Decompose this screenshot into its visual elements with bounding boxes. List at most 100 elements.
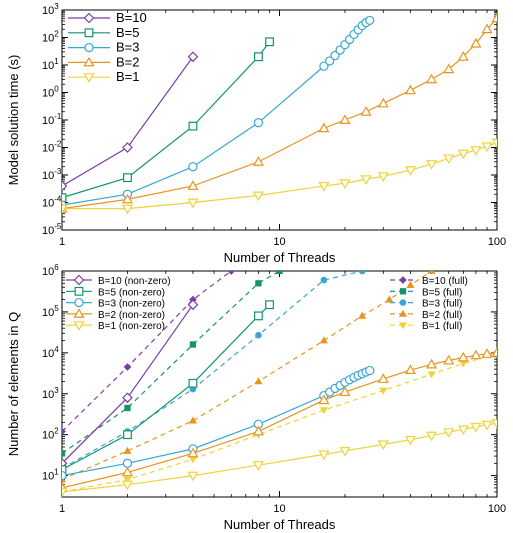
legend-label: B=1 (full) [422, 321, 462, 332]
legend-label: B=3 [116, 40, 140, 55]
data-point [318, 181, 330, 192]
y-tick-exponent: 4 [54, 345, 59, 354]
legend-marker [84, 28, 94, 38]
data-point [123, 173, 132, 183]
y-tick-base: 10 [42, 143, 54, 155]
data-point [443, 154, 455, 165]
data-point [481, 142, 493, 153]
data-point [62, 487, 68, 497]
y-tick-label: 102 [42, 427, 59, 442]
data-point [339, 446, 351, 457]
legend-marker [74, 297, 84, 308]
data-point [188, 378, 198, 388]
data-point [425, 358, 438, 369]
legend-marker [399, 299, 407, 306]
data-point [339, 179, 351, 189]
data-point [121, 466, 134, 477]
data-point [481, 420, 493, 431]
data-point [404, 435, 416, 446]
y-tick-label: 10-2 [42, 140, 62, 155]
data-point [255, 331, 262, 339]
legend-label: B=3 (non-zero) [98, 299, 165, 310]
y-tick-label: 106 [42, 263, 59, 278]
y-tick-base: 10 [42, 5, 54, 17]
data-point [122, 392, 133, 404]
data-point [459, 360, 468, 368]
data-point [255, 280, 262, 287]
data-point [358, 271, 366, 275]
data-point [123, 363, 132, 371]
y-tick-exponent: 6 [54, 263, 59, 272]
legend-label: B=5 [116, 25, 140, 40]
legend-marker [73, 274, 85, 286]
x-tick-label: 1 [59, 236, 65, 248]
y-tick-label: 103 [42, 386, 59, 401]
data-point [121, 193, 134, 204]
legend-marker [84, 42, 94, 53]
data-point [318, 450, 330, 461]
data-point [425, 160, 438, 170]
y-tick-base: 10 [42, 88, 54, 100]
y-tick-label: 104 [42, 345, 59, 360]
data-point [253, 118, 264, 128]
data-point [470, 422, 482, 433]
x-axis-label: Number of Threads [224, 517, 336, 532]
data-point [62, 193, 67, 203]
data-point [470, 349, 482, 360]
series-group [62, 12, 497, 215]
data-point [457, 149, 469, 160]
data-point [385, 295, 394, 303]
data-point [427, 371, 436, 379]
y-tick-exponent: -3 [54, 167, 62, 176]
y-tick-base: 10 [42, 266, 54, 278]
data-point [62, 470, 67, 481]
data-point [319, 336, 328, 344]
legend-label: B=2 [116, 54, 140, 69]
legend-label: B=1 (non-zero) [98, 321, 165, 332]
y-tick-base: 10 [42, 33, 54, 45]
data-point [377, 97, 389, 108]
data-point [265, 300, 274, 310]
data-point [319, 407, 328, 415]
legend-label: B=1 [116, 69, 140, 84]
data-point [360, 175, 372, 185]
y-tick-exponent: -4 [54, 195, 62, 204]
data-point [427, 271, 436, 274]
data-point [406, 280, 415, 289]
y-tick-exponent: 1 [54, 57, 59, 66]
data-point [330, 50, 340, 61]
data-point [377, 373, 389, 383]
data-point [122, 142, 133, 153]
x-tick-label: 10 [273, 236, 285, 248]
data-point [187, 51, 199, 63]
x-tick-label: 100 [488, 503, 506, 515]
data-point [252, 425, 264, 436]
data-point [188, 456, 197, 464]
data-point [121, 204, 134, 215]
y-axis-label: Number of elements in Q [6, 312, 21, 457]
data-point [404, 364, 416, 375]
legend-label: B=5 (full) [422, 287, 462, 298]
legend-marker [73, 321, 85, 331]
data-point [324, 56, 335, 66]
y-tick-label: 10-3 [42, 167, 62, 182]
data-point [491, 12, 497, 23]
data-point [253, 311, 263, 321]
data-point [62, 180, 68, 192]
data-point [379, 387, 388, 395]
y-tick-exponent: -5 [54, 222, 62, 231]
data-point [253, 52, 263, 62]
y-tick-exponent: 1 [54, 468, 59, 477]
y-tick-exponent: -1 [54, 112, 62, 121]
y-tick-exponent: 2 [54, 427, 59, 436]
y-tick-base: 10 [42, 225, 54, 237]
data-point [122, 458, 133, 468]
data-point [404, 166, 416, 176]
data-point [187, 471, 199, 482]
y-tick-base: 10 [42, 198, 54, 210]
y-tick-base: 10 [42, 471, 54, 483]
legend-label: B=10 (non-zero) [98, 276, 171, 287]
y-tick-label: 101 [42, 468, 59, 483]
y-tick-exponent: -2 [54, 140, 62, 149]
